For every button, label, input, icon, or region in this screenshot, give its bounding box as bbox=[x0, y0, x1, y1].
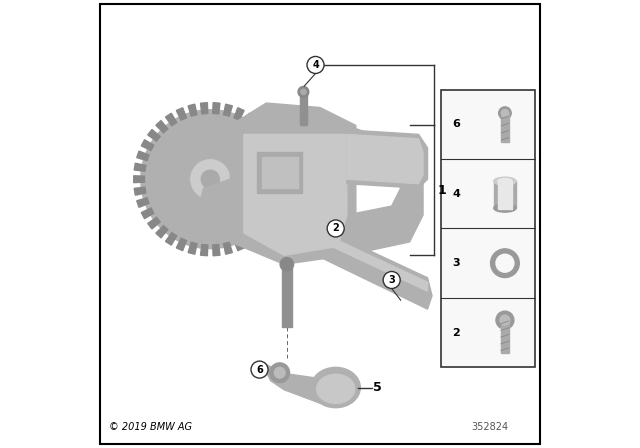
Polygon shape bbox=[223, 104, 232, 116]
Polygon shape bbox=[347, 125, 423, 255]
Polygon shape bbox=[260, 129, 273, 141]
Polygon shape bbox=[134, 187, 146, 195]
Circle shape bbox=[191, 160, 230, 198]
Polygon shape bbox=[244, 113, 255, 126]
Polygon shape bbox=[267, 140, 279, 151]
Polygon shape bbox=[275, 163, 286, 171]
Polygon shape bbox=[188, 242, 197, 254]
Polygon shape bbox=[166, 113, 177, 126]
Polygon shape bbox=[200, 245, 208, 256]
Text: 3: 3 bbox=[452, 258, 460, 268]
Text: 352824: 352824 bbox=[472, 422, 509, 432]
Polygon shape bbox=[141, 208, 154, 219]
Circle shape bbox=[499, 107, 511, 120]
Polygon shape bbox=[156, 226, 168, 238]
Ellipse shape bbox=[311, 367, 360, 408]
Polygon shape bbox=[289, 215, 432, 309]
Polygon shape bbox=[137, 151, 149, 161]
Text: 1: 1 bbox=[437, 184, 446, 197]
Circle shape bbox=[496, 254, 514, 272]
Text: 6: 6 bbox=[256, 365, 263, 375]
Polygon shape bbox=[271, 151, 284, 161]
Text: 6: 6 bbox=[452, 119, 460, 129]
Circle shape bbox=[496, 311, 514, 329]
Polygon shape bbox=[271, 198, 284, 207]
Circle shape bbox=[141, 110, 280, 249]
Text: 4: 4 bbox=[312, 60, 319, 70]
Polygon shape bbox=[253, 226, 264, 238]
Polygon shape bbox=[293, 220, 428, 291]
Bar bbox=[257, 152, 302, 193]
Circle shape bbox=[270, 363, 289, 383]
Text: © 2019 BMW AG: © 2019 BMW AG bbox=[109, 422, 193, 432]
Bar bbox=[501, 319, 509, 353]
Circle shape bbox=[298, 86, 309, 97]
Polygon shape bbox=[188, 104, 197, 116]
Polygon shape bbox=[230, 103, 356, 264]
Circle shape bbox=[251, 361, 268, 378]
Text: 2: 2 bbox=[452, 327, 460, 338]
Polygon shape bbox=[347, 130, 428, 188]
Polygon shape bbox=[148, 217, 160, 229]
Circle shape bbox=[307, 56, 324, 73]
Polygon shape bbox=[262, 363, 356, 403]
Circle shape bbox=[491, 249, 519, 277]
Ellipse shape bbox=[493, 204, 516, 212]
Polygon shape bbox=[199, 179, 230, 233]
Polygon shape bbox=[276, 176, 287, 183]
Polygon shape bbox=[223, 242, 232, 254]
Polygon shape bbox=[244, 134, 347, 255]
Polygon shape bbox=[244, 233, 255, 245]
Circle shape bbox=[501, 110, 509, 117]
Circle shape bbox=[275, 367, 285, 378]
Polygon shape bbox=[260, 217, 273, 229]
Circle shape bbox=[500, 315, 510, 325]
Polygon shape bbox=[141, 140, 154, 151]
Polygon shape bbox=[134, 176, 145, 183]
Polygon shape bbox=[347, 134, 423, 184]
Circle shape bbox=[280, 258, 294, 271]
Polygon shape bbox=[234, 108, 244, 120]
Polygon shape bbox=[177, 108, 186, 120]
Bar bbox=[262, 157, 298, 188]
Polygon shape bbox=[166, 233, 177, 245]
Polygon shape bbox=[134, 163, 146, 171]
Polygon shape bbox=[156, 121, 168, 133]
Polygon shape bbox=[267, 208, 279, 219]
Ellipse shape bbox=[493, 177, 516, 185]
Polygon shape bbox=[212, 103, 220, 114]
Polygon shape bbox=[148, 129, 160, 141]
Circle shape bbox=[301, 89, 306, 95]
Polygon shape bbox=[212, 245, 220, 256]
Circle shape bbox=[327, 220, 344, 237]
Bar bbox=[498, 181, 512, 209]
Ellipse shape bbox=[498, 179, 512, 184]
Polygon shape bbox=[177, 238, 186, 251]
Polygon shape bbox=[253, 121, 264, 133]
Bar bbox=[441, 90, 535, 367]
Bar bbox=[300, 92, 307, 125]
Circle shape bbox=[201, 170, 220, 188]
Text: 5: 5 bbox=[373, 381, 381, 394]
Ellipse shape bbox=[317, 375, 355, 403]
Bar bbox=[282, 264, 292, 327]
Text: 4: 4 bbox=[452, 189, 460, 199]
Circle shape bbox=[383, 271, 400, 289]
Bar bbox=[493, 181, 516, 208]
Text: 3: 3 bbox=[388, 275, 395, 285]
Polygon shape bbox=[275, 187, 286, 195]
Bar bbox=[501, 113, 509, 142]
Polygon shape bbox=[234, 238, 244, 251]
Polygon shape bbox=[137, 198, 149, 207]
Polygon shape bbox=[200, 103, 208, 114]
Text: 2: 2 bbox=[332, 224, 339, 233]
